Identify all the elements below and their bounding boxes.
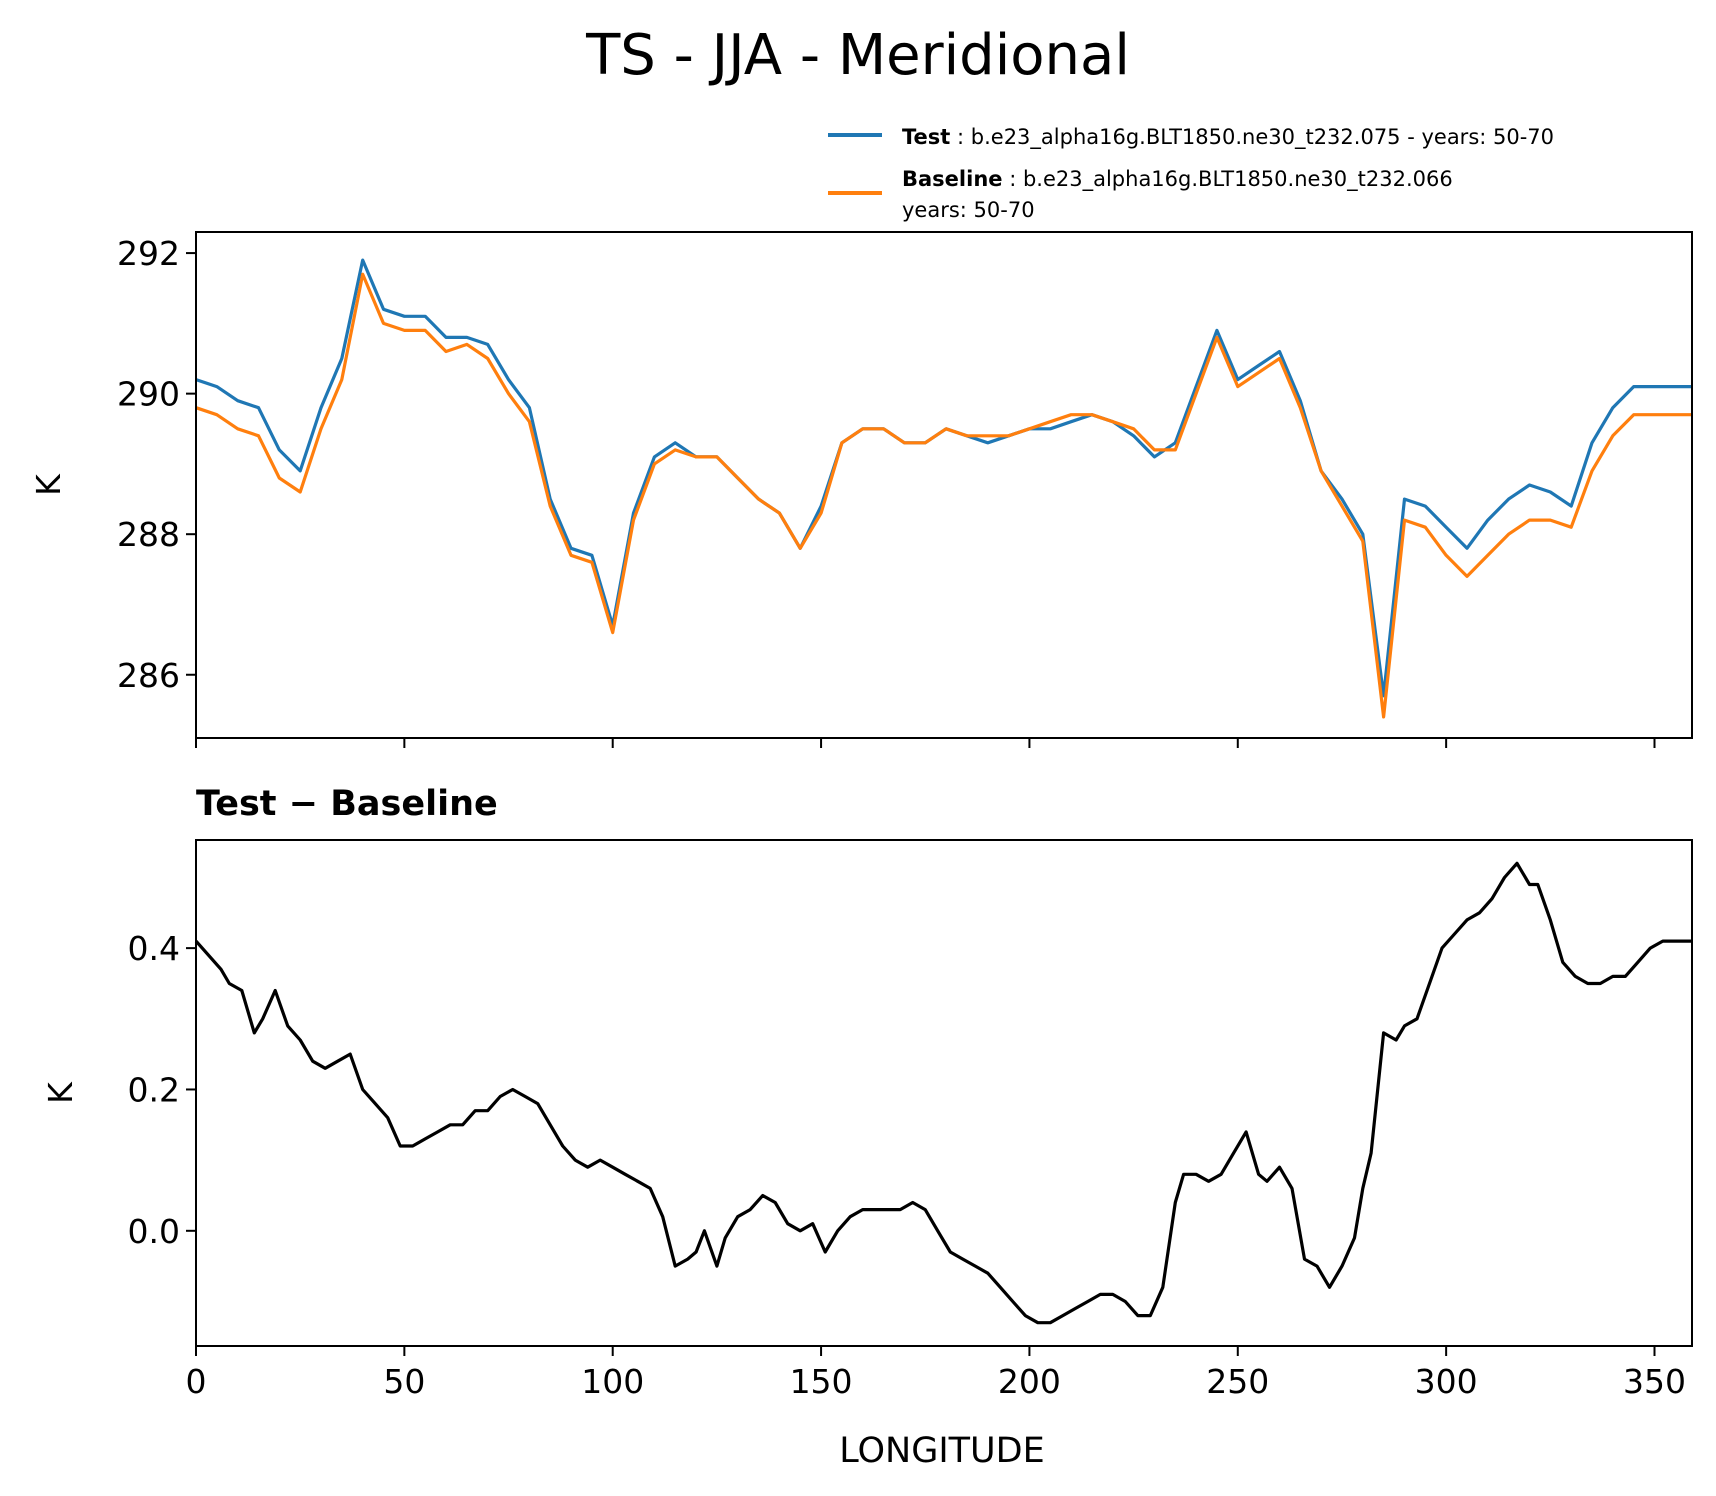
x-tick-label: 250 — [1206, 1362, 1269, 1401]
y-tick-label: 290 — [117, 375, 180, 414]
x-tick-label: 350 — [1623, 1362, 1686, 1401]
x-tick-label: 300 — [1415, 1362, 1478, 1401]
x-tick-label: 100 — [581, 1362, 644, 1401]
axes-frame — [195, 839, 1693, 1347]
y-tick-label: 288 — [117, 515, 180, 554]
x-tick-label: 50 — [383, 1362, 425, 1401]
figure-title: TS - JJA - Meridional — [585, 23, 1130, 88]
y-tick-label: 0.4 — [128, 929, 180, 968]
x-tick-label: 200 — [998, 1362, 1061, 1401]
y-tick-label: 286 — [117, 656, 180, 695]
svg-text:Test : b.e23_alpha16g.BL: Test : b.e23_alpha16g.BLT1850.ne30_t232.… — [902, 125, 1554, 150]
series-line-test-baseline — [194, 861, 1692, 1325]
legend-test-desc: : b.e23_alpha16g.BLT1850.ne30_t232.075 -… — [957, 125, 1554, 150]
bottom-panel: 0.0 0.2 0.4 0 50 100 150 200 250 300 350 K — [41, 839, 1693, 1401]
top-panel: 286 288 290 292 K — [29, 231, 1693, 748]
legend: Test : b.e23_alpha16g.BLT1850.ne30_t232.… — [828, 125, 1554, 222]
series-line-baseline — [195, 272, 1692, 719]
y-tick-label: 0.2 — [128, 1070, 180, 1109]
svg-text:Baseline : b.e23_alpha16: Baseline : b.e23_alpha16g.BLT1850.ne30_t… — [902, 167, 1453, 192]
x-tick-label: 150 — [790, 1362, 853, 1401]
legend-test-label: Test — [902, 125, 950, 149]
y-axis-label: K — [29, 473, 68, 496]
y-tick-label: 292 — [117, 234, 180, 273]
legend-baseline-desc: : b.e23_alpha16g.BLT1850.ne30_t232.066 — [1009, 167, 1453, 192]
x-axis-label: LONGITUDE — [839, 1431, 1045, 1471]
bottom-panel-title: Test − Baseline — [196, 784, 498, 824]
legend-baseline-label: Baseline — [902, 167, 1003, 191]
y-tick-label: 0.0 — [128, 1212, 180, 1251]
x-tick-label: 0 — [186, 1362, 207, 1401]
y-axis-label: K — [41, 1081, 80, 1104]
axes-frame — [195, 231, 1693, 739]
legend-baseline-desc-line2: years: 50-70 — [902, 198, 1035, 222]
